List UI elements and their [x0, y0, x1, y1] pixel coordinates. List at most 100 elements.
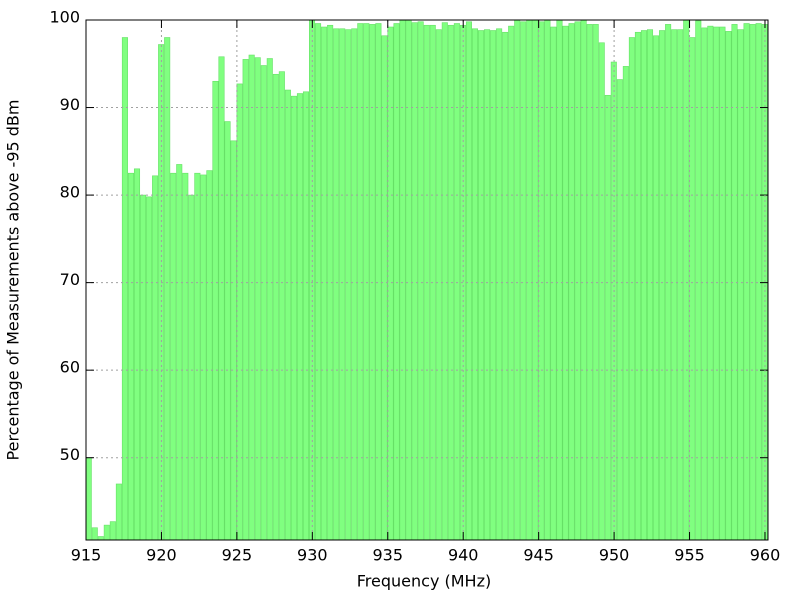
bar: [218, 56, 225, 541]
bar: [628, 37, 635, 541]
bar: [381, 35, 388, 541]
bar: [194, 172, 201, 541]
bar: [743, 23, 750, 541]
bar: [465, 21, 472, 541]
bar: [737, 29, 744, 541]
x-tick-label: 935: [372, 546, 403, 565]
x-tick-label: 925: [222, 546, 253, 565]
bar: [290, 95, 297, 541]
bar: [646, 29, 654, 541]
bar: [188, 194, 195, 541]
bar: [399, 19, 406, 541]
x-tick-label: 915: [71, 546, 102, 565]
bar: [133, 168, 141, 541]
bar: [278, 71, 285, 541]
bar: [121, 37, 128, 541]
bar: [296, 93, 303, 541]
y-tick-label: 90: [60, 95, 80, 114]
bar: [719, 26, 726, 541]
bar: [411, 22, 418, 541]
bar: [671, 29, 678, 541]
bar: [405, 19, 412, 541]
bar: [97, 536, 104, 541]
bar: [755, 23, 762, 541]
bar: [200, 174, 207, 541]
bar: [417, 21, 424, 541]
bar: [634, 31, 641, 541]
bar: [302, 91, 310, 541]
x-tick-label: 960: [750, 546, 781, 565]
bar: [526, 19, 533, 541]
y-tick-label: 100: [49, 8, 80, 27]
bar: [146, 196, 153, 541]
y-tick-label: 60: [60, 358, 80, 377]
bar: [170, 172, 177, 541]
bar: [387, 26, 394, 541]
x-tick-label: 945: [523, 546, 554, 565]
bar: [236, 83, 243, 541]
plot-border: [85, 19, 769, 541]
x-tick-label: 940: [448, 546, 479, 565]
bar: [164, 37, 171, 541]
bar: [333, 28, 340, 541]
bar: [653, 35, 660, 541]
x-tick-label: 950: [599, 546, 630, 565]
y-tick-label: 80: [60, 183, 80, 202]
bar: [315, 23, 322, 541]
bar: [224, 121, 231, 541]
bar: [363, 23, 370, 541]
bar: [152, 175, 159, 541]
bar: [393, 23, 400, 541]
bar: [441, 22, 448, 541]
bar: [556, 19, 563, 541]
bar: [127, 172, 134, 541]
bar: [212, 80, 219, 541]
bar: [496, 28, 503, 541]
bar: [640, 30, 647, 541]
bar: [713, 26, 720, 541]
bar: [351, 28, 358, 541]
bar: [85, 457, 92, 541]
bar: [683, 19, 690, 541]
bar: [91, 527, 98, 541]
bar: [248, 54, 255, 541]
bar: [254, 57, 261, 541]
bar: [502, 31, 509, 541]
bar: [339, 28, 346, 541]
bar: [622, 66, 629, 541]
bar: [689, 37, 696, 541]
bar: [544, 19, 551, 541]
bar: [453, 23, 460, 541]
bar: [140, 194, 147, 541]
bar: [604, 94, 611, 541]
y-tick-label: 70: [60, 270, 80, 289]
bar: [550, 26, 557, 541]
y-tick-label: 50: [60, 445, 80, 464]
bar: [701, 27, 708, 541]
bar: [260, 65, 267, 541]
bar: [345, 29, 352, 541]
bar: [514, 19, 521, 541]
bar: [109, 521, 116, 541]
bar: [695, 20, 702, 541]
bar: [176, 164, 183, 541]
bar: [272, 73, 279, 541]
bar: [471, 28, 479, 541]
bar: [230, 140, 237, 541]
bar: [242, 59, 249, 541]
bar: [284, 89, 291, 541]
bar: [538, 21, 545, 541]
bar: [484, 29, 491, 541]
bar: [357, 23, 364, 541]
bar: [568, 23, 575, 541]
bar: [616, 79, 623, 541]
bar: [115, 483, 122, 541]
bar: [574, 21, 581, 541]
y-axis-label: Percentage of Measurements above -95 dBm: [4, 100, 23, 461]
bar: [532, 19, 539, 541]
bar: [206, 170, 213, 541]
bar: [520, 21, 527, 541]
bar: [182, 172, 189, 541]
x-tick-label: 930: [297, 546, 328, 565]
